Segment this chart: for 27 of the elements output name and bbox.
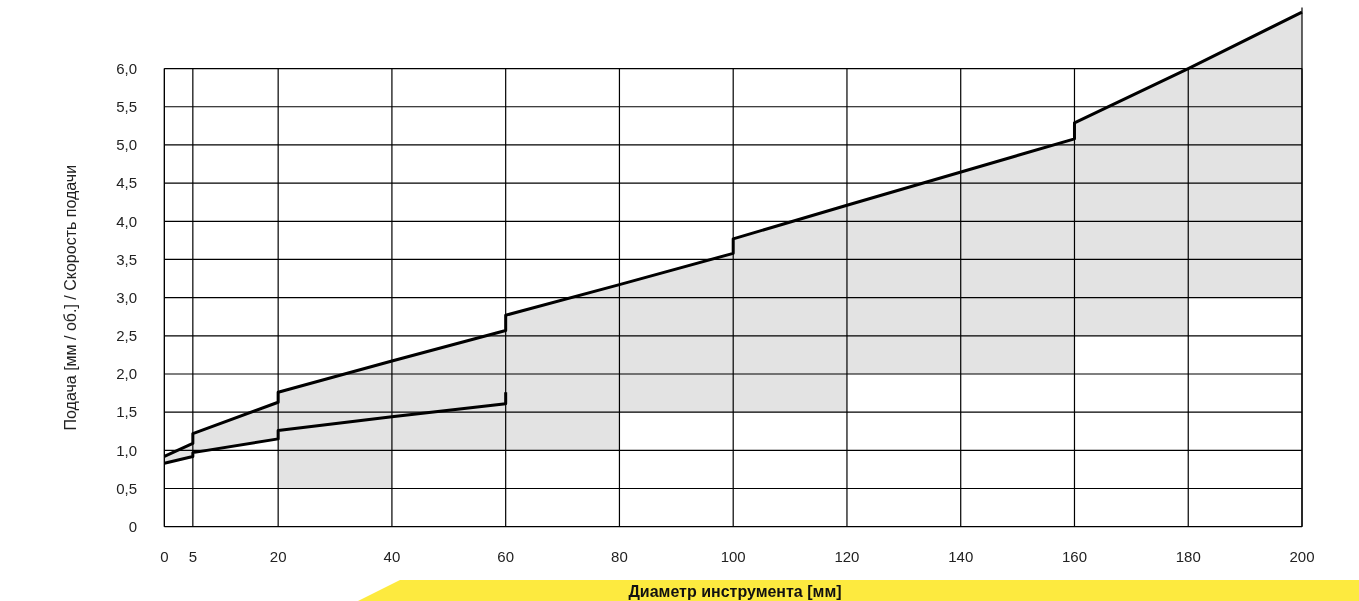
- y-tick-label: 0,5: [116, 479, 137, 497]
- y-tick-label: 4,5: [116, 174, 137, 192]
- y-axis-title: Подача [мм / об.] / Скорость подачи: [62, 164, 79, 431]
- y-tick-label: 5,5: [116, 98, 137, 116]
- y-tick-label: 6,0: [116, 59, 137, 77]
- x-tick-label: 0: [160, 548, 169, 565]
- x-axis-title: Диаметр инструмента [мм]: [628, 583, 842, 600]
- y-tick-label: 0: [128, 517, 137, 535]
- y-tick-label: 3,5: [116, 250, 137, 268]
- y-tick-label: 3,0: [116, 288, 137, 306]
- y-tick-label: 1,0: [116, 441, 137, 459]
- x-tick-label: 180: [1175, 548, 1201, 565]
- x-tick-label: 20: [269, 548, 287, 565]
- y-tick-label: 5,0: [116, 136, 137, 154]
- x-tick-label: 80: [611, 548, 628, 565]
- x-tick-label: 40: [383, 548, 401, 565]
- x-tick-label: 160: [1061, 548, 1087, 565]
- y-tick-label: 2,0: [116, 365, 137, 383]
- y-tick-label: 1,5: [116, 403, 137, 421]
- y-tick-label: 2,5: [116, 327, 137, 345]
- x-tick-label: 5: [188, 548, 198, 565]
- x-tick-label: 60: [497, 548, 515, 565]
- x-tick-label: 200: [1289, 548, 1315, 565]
- x-tick-label: 100: [720, 548, 746, 565]
- x-tick-label: 140: [948, 548, 974, 565]
- y-tick-label: 4,0: [116, 212, 137, 230]
- x-tick-label: 120: [834, 548, 860, 565]
